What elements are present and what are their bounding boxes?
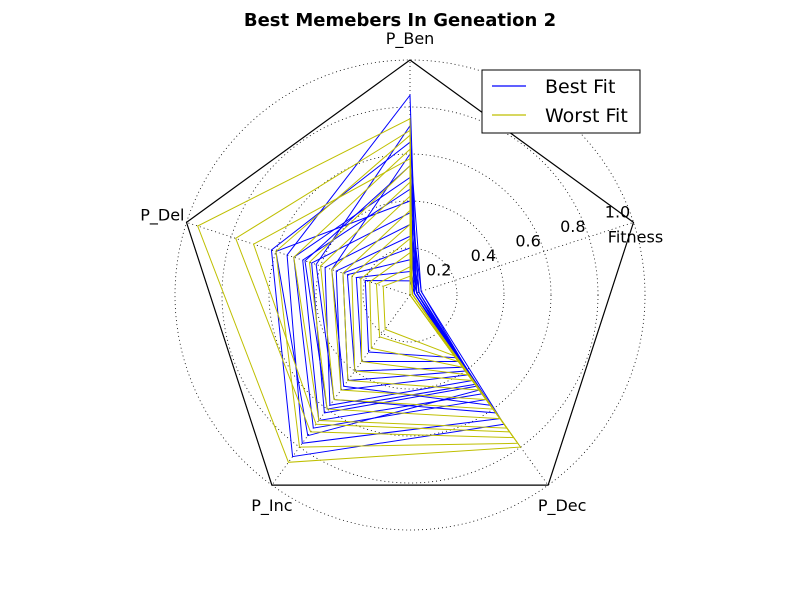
legend-box xyxy=(481,69,641,134)
legend: Best Fit Worst Fit xyxy=(481,69,641,134)
radar-frame xyxy=(185,59,635,486)
chart-title: Best Memebers In Geneation 2 xyxy=(244,10,556,31)
legend-label-worst-fit: Worst Fit xyxy=(545,105,628,127)
series-line-best-fit xyxy=(270,141,505,458)
axis-label-p-inc: P_Inc xyxy=(251,496,292,516)
grid-circle xyxy=(221,106,599,484)
series-line-best-fit xyxy=(324,223,473,406)
axis-label-p-ben: P_Ben xyxy=(386,29,435,49)
series-line-worst-fit xyxy=(382,275,456,357)
grid-circle xyxy=(362,247,458,343)
axis-label-p-dec: P_Dec xyxy=(538,496,587,516)
series-line-worst-fit xyxy=(252,157,511,433)
axis-label-p-del: P_Del xyxy=(140,205,184,225)
radial-tick-label: 1.0 xyxy=(605,202,630,221)
series-line-best-fit xyxy=(275,200,480,437)
radial-tick-label: 0.4 xyxy=(471,246,496,265)
series-lines xyxy=(197,93,522,463)
series-line-best-fit xyxy=(286,93,501,444)
grid-circle xyxy=(174,59,646,531)
frame-polygon xyxy=(185,59,635,486)
grid-circle xyxy=(315,200,505,390)
axis-labels: Fitness P_Ben P_Del P_Inc P_Dec xyxy=(140,29,663,516)
axis-label-fitness: Fitness xyxy=(608,227,663,246)
radial-tick-label: 0.6 xyxy=(515,231,540,250)
legend-label-best-fit: Best Fit xyxy=(545,76,615,98)
radial-tick-labels: 0.2 0.4 0.6 0.8 1.0 xyxy=(426,202,630,279)
radial-tick-label: 0.8 xyxy=(560,217,585,236)
radial-tick-label: 0.2 xyxy=(426,260,451,279)
